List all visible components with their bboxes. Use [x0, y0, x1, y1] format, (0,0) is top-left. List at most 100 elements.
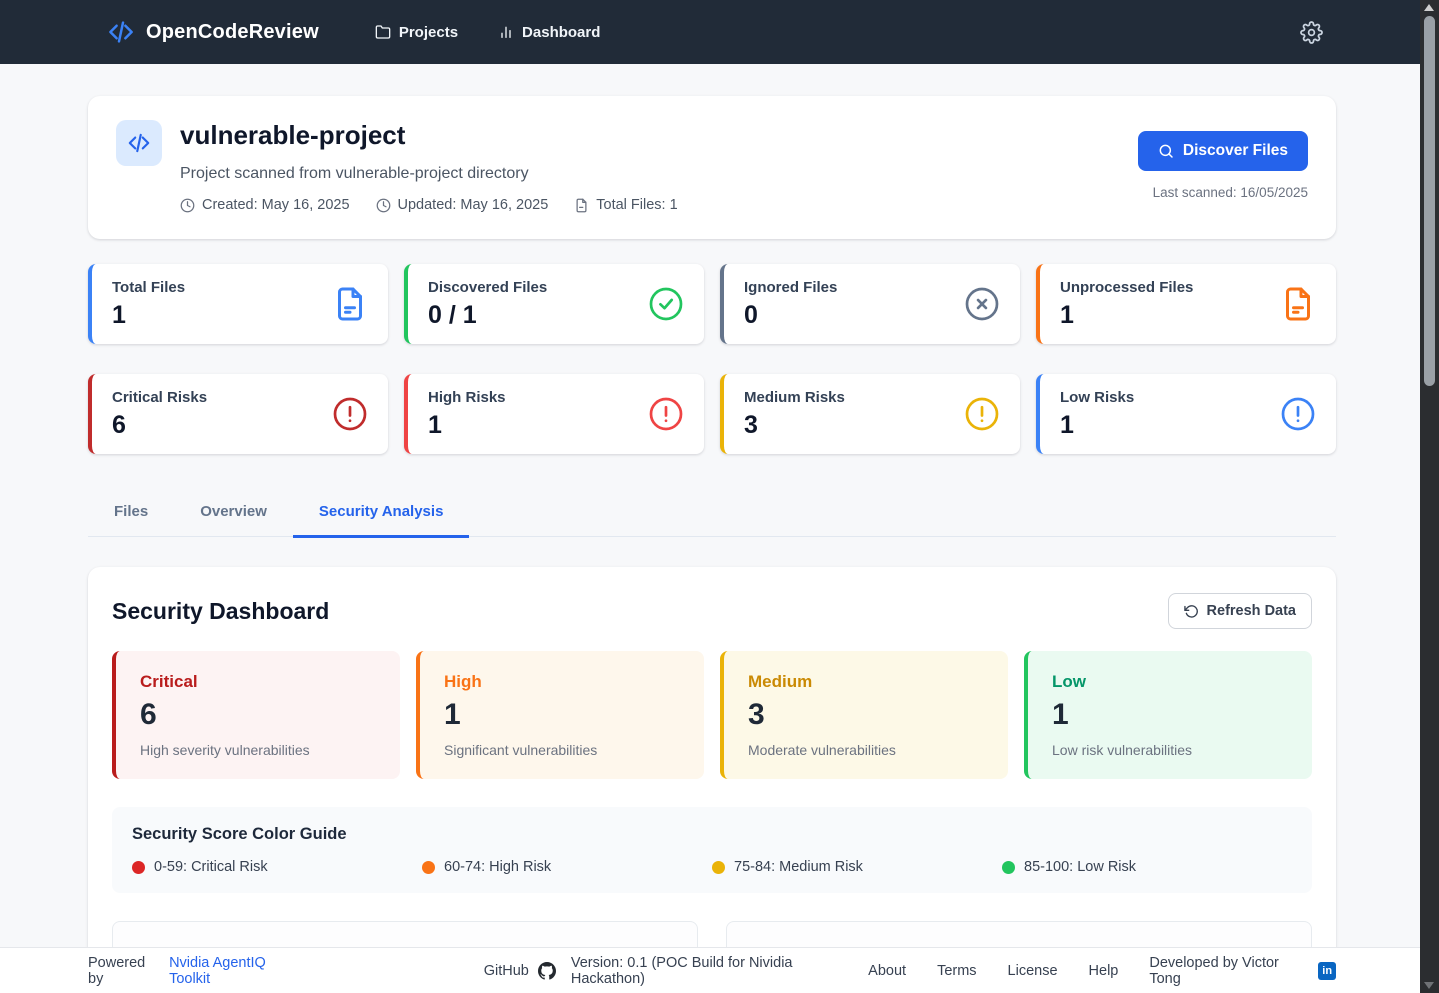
scroll-down-arrow-icon[interactable]: [1424, 982, 1434, 989]
stat-card-unprocessed-files: Unprocessed Files 1: [1036, 264, 1336, 344]
developed-by: Developed by Victor Tong in: [1149, 955, 1337, 987]
folder-icon: [375, 24, 391, 40]
stat-value: 1: [1060, 301, 1074, 329]
main-content: vulnerable-project Project scanned from …: [88, 96, 1336, 985]
medium-dot-icon: [712, 860, 725, 874]
brand[interactable]: OpenCodeReview: [106, 17, 319, 47]
primary-nav: Projects Dashboard: [375, 24, 600, 41]
brand-name: OpenCodeReview: [146, 20, 319, 43]
refresh-data-label: Refresh Data: [1206, 603, 1296, 619]
severity-count: 6: [140, 698, 157, 731]
scrollbar-thumb[interactable]: [1424, 16, 1435, 386]
stat-card-medium-risks: Medium Risks 3: [720, 374, 1020, 454]
stat-value: 1: [428, 411, 442, 439]
tab-overview[interactable]: Overview: [200, 503, 267, 520]
file-icon: [1280, 286, 1316, 322]
project-description: Project scanned from vulnerable-project …: [180, 165, 529, 182]
x-circle-icon: [964, 286, 1000, 322]
stats-row-files: Total Files 1 Discovered Files 0 / 1 Ign…: [88, 264, 1336, 344]
discover-files-button[interactable]: Discover Files: [1137, 131, 1308, 171]
check-circle-icon: [648, 286, 684, 322]
color-guide-label: 60-74: High Risk: [444, 859, 552, 875]
refresh-data-button[interactable]: Refresh Data: [1167, 593, 1312, 629]
project-actions: Discover Files Last scanned: 16/05/2025: [1137, 118, 1308, 213]
color-guide-item-medium: 75-84: Medium Risk: [712, 859, 1002, 875]
tab-security-analysis[interactable]: Security Analysis: [292, 488, 470, 538]
code-icon: [106, 17, 136, 47]
stat-label: Discovered Files: [428, 279, 548, 296]
file-icon: [576, 198, 587, 212]
severity-count: 1: [1052, 698, 1069, 731]
severity-description: Significant vulnerabilities: [444, 742, 598, 758]
github-icon[interactable]: [537, 961, 556, 980]
severity-label: Medium: [748, 672, 813, 691]
stat-value: 1: [112, 301, 126, 329]
refresh-icon: [1183, 604, 1198, 618]
clock-icon: [180, 198, 195, 212]
linkedin-icon[interactable]: in: [1318, 961, 1337, 980]
severity-label: Low: [1052, 672, 1086, 691]
stat-card-ignored-files: Ignored Files 0: [720, 264, 1020, 344]
tab-files[interactable]: Files: [114, 503, 149, 520]
agentiq-toolkit-link[interactable]: Nvidia AgentIQ Toolkit: [169, 954, 266, 987]
version-text: Version: 0.1 (POC Build for Nividia Hack…: [570, 954, 793, 987]
gear-icon[interactable]: [1300, 20, 1323, 44]
high-dot-icon: [422, 860, 435, 874]
stat-value: 3: [744, 411, 758, 439]
project-header-card: vulnerable-project Project scanned from …: [88, 96, 1336, 239]
footer-link-terms[interactable]: Terms: [937, 962, 977, 979]
stat-value: 0: [744, 301, 758, 329]
severity-card-critical: Critical 6 High severity vulnerabilities: [112, 651, 400, 779]
top-navbar: OpenCodeReview Projects Dashboard: [0, 0, 1439, 64]
severity-cards-row: Critical 6 High severity vulnerabilities…: [112, 651, 1312, 779]
scrollbar[interactable]: [1420, 0, 1439, 993]
stat-value: 1: [1060, 411, 1074, 439]
security-dashboard-title: Security Dashboard: [112, 597, 330, 624]
nav-projects[interactable]: Projects: [375, 24, 458, 41]
stat-label: Critical Risks: [112, 389, 208, 406]
alert-circle-icon: [648, 396, 684, 432]
discover-files-label: Discover Files: [1182, 142, 1288, 159]
created-date: Created: May 16, 2025: [180, 197, 350, 213]
stat-label: Ignored Files: [744, 279, 838, 296]
color-guide-label: 0-59: Critical Risk: [154, 859, 268, 875]
scroll-up-arrow-icon[interactable]: [1424, 4, 1434, 11]
powered-by-text: Powered by: [88, 954, 146, 987]
stat-label: Low Risks: [1060, 389, 1135, 406]
footer-link-about[interactable]: About: [868, 962, 907, 979]
security-score-color-guide: Security Score Color Guide 0-59: Critica…: [112, 807, 1312, 893]
alert-circle-icon: [1280, 396, 1316, 432]
color-guide-items: 0-59: Critical Risk 60-74: High Risk 75-…: [132, 859, 1292, 875]
stat-card-high-risks: High Risks 1: [404, 374, 704, 454]
footer-link-license[interactable]: License: [1007, 962, 1058, 979]
severity-count: 1: [444, 698, 461, 731]
stat-card-critical-risks: Critical Risks 6: [88, 374, 388, 454]
nav-dashboard[interactable]: Dashboard: [498, 24, 600, 41]
color-guide-label: 75-84: Medium Risk: [734, 859, 863, 875]
nav-projects-label: Projects: [398, 23, 459, 41]
created-date-label: Created: May 16, 2025: [202, 197, 350, 213]
stat-value: 0 / 1: [428, 301, 477, 329]
updated-date-label: Updated: May 16, 2025: [397, 197, 549, 213]
footer-links: About Terms License Help Developed by Vi…: [868, 955, 1337, 987]
severity-card-low: Low 1 Low risk vulnerabilities: [1024, 651, 1312, 779]
stat-value: 6: [112, 411, 126, 439]
project-info: vulnerable-project Project scanned from …: [116, 118, 678, 213]
project-meta: Created: May 16, 2025 Updated: May 16, 2…: [180, 197, 678, 213]
updated-date: Updated: May 16, 2025: [376, 197, 549, 213]
severity-description: High severity vulnerabilities: [140, 742, 310, 758]
total-files-meta: Total Files: 1: [574, 197, 678, 213]
bar-chart-icon: [498, 24, 514, 40]
color-guide-item-high: 60-74: High Risk: [422, 859, 712, 875]
alert-circle-icon: [964, 396, 1000, 432]
low-dot-icon: [1002, 860, 1015, 874]
security-dashboard-header: Security Dashboard Refresh Data: [112, 593, 1312, 629]
severity-label: Critical: [140, 672, 198, 691]
footer-center: GitHub Version: 0.1 (POC Build for Nivid…: [484, 955, 868, 987]
stat-card-total-files: Total Files 1: [88, 264, 388, 344]
stat-label: High Risks: [428, 389, 506, 406]
color-guide-title: Security Score Color Guide: [132, 825, 347, 843]
footer: Powered by Nvidia AgentIQ Toolkit GitHub…: [0, 947, 1420, 993]
color-guide-label: 85-100: Low Risk: [1024, 859, 1137, 875]
footer-link-help[interactable]: Help: [1088, 962, 1119, 979]
